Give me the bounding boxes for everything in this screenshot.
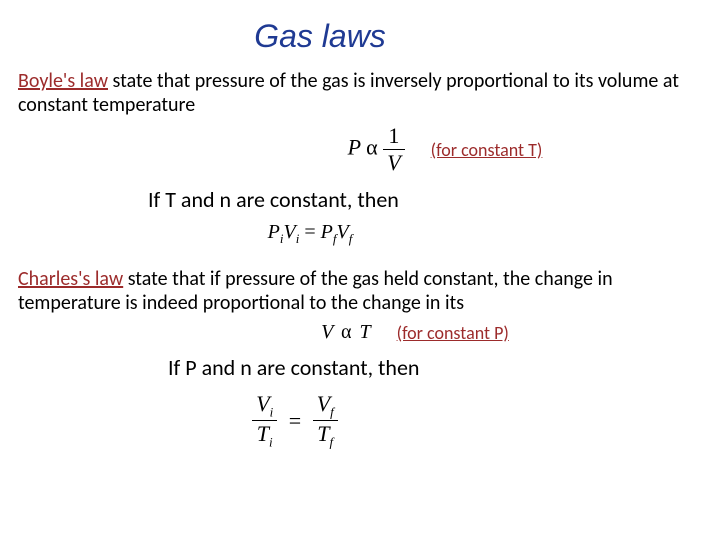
- boyle-body-text: state that pressure of the gas is invers…: [18, 69, 679, 117]
- boyle-eq1: P α 1 V: [348, 123, 405, 176]
- charles-eq2-rns: f: [330, 404, 334, 419]
- charles-eq1-lhs: V: [321, 321, 333, 343]
- boyle-eq1-frac: 1 V: [383, 123, 404, 176]
- charles-eq2-lds: i: [269, 435, 273, 450]
- charles-eq1-row: V α T (for constant P): [128, 321, 702, 344]
- boyle-eq1-row: P α 1 V (for constant T): [188, 123, 702, 176]
- charles-eq2-rn: V: [317, 391, 330, 416]
- boyle-eq2-l2: V: [284, 221, 296, 243]
- boyle-eq1-prop: α: [366, 135, 378, 160]
- charles-eq2-right-frac: Vf Tf: [313, 391, 338, 451]
- charles-paragraph: Charles's law state that if pressure of …: [18, 267, 702, 315]
- boyle-eq2-l1: P: [268, 221, 280, 243]
- boyle-eq2-ls2: i: [296, 231, 300, 246]
- charles-eq1: V α T: [321, 321, 370, 344]
- charles-eq2: Vi Ti = Vf Tf: [252, 406, 338, 431]
- boyle-eq2-wrap: PiVi = PfVf: [0, 221, 702, 247]
- charles-eq1-prop: α: [338, 321, 354, 343]
- charles-eq1-rhs: T: [359, 321, 370, 343]
- boyle-paragraph: Boyle's law state that pressure of the g…: [18, 69, 702, 117]
- boyle-eq1-den: V: [383, 149, 404, 176]
- page-title: Gas laws: [78, 18, 562, 55]
- charles-sub-statement: If P and n are constant, then: [168, 354, 702, 381]
- boyle-eq1-num: 1: [383, 123, 404, 149]
- boyle-sub-statement: If T and n are constant, then: [148, 186, 702, 213]
- charles-eq2-rd: T: [317, 421, 329, 446]
- boyle-eq1-note: (for constant T): [431, 139, 543, 161]
- charles-eq2-wrap: Vi Ti = Vf Tf: [0, 391, 702, 451]
- boyle-eq2-r2: V: [336, 221, 348, 243]
- charles-eq2-rds: f: [330, 435, 334, 450]
- charles-eq2-ln: V: [256, 391, 269, 416]
- charles-eq2-ld: T: [257, 421, 269, 446]
- boyle-eq1-lhs: P: [348, 135, 361, 160]
- charles-eq2-left-frac: Vi Ti: [252, 391, 277, 451]
- boyle-law-name: Boyle's law: [18, 69, 108, 93]
- boyle-eq2: PiVi = PfVf: [268, 221, 353, 243]
- charles-eq2-lns: i: [270, 404, 274, 419]
- charles-eq1-note: (for constant P): [397, 322, 509, 344]
- charles-law-name: Charles's law: [18, 267, 123, 291]
- boyle-eq2-r1: P: [321, 221, 333, 243]
- boyle-eq2-rs2: f: [349, 231, 353, 246]
